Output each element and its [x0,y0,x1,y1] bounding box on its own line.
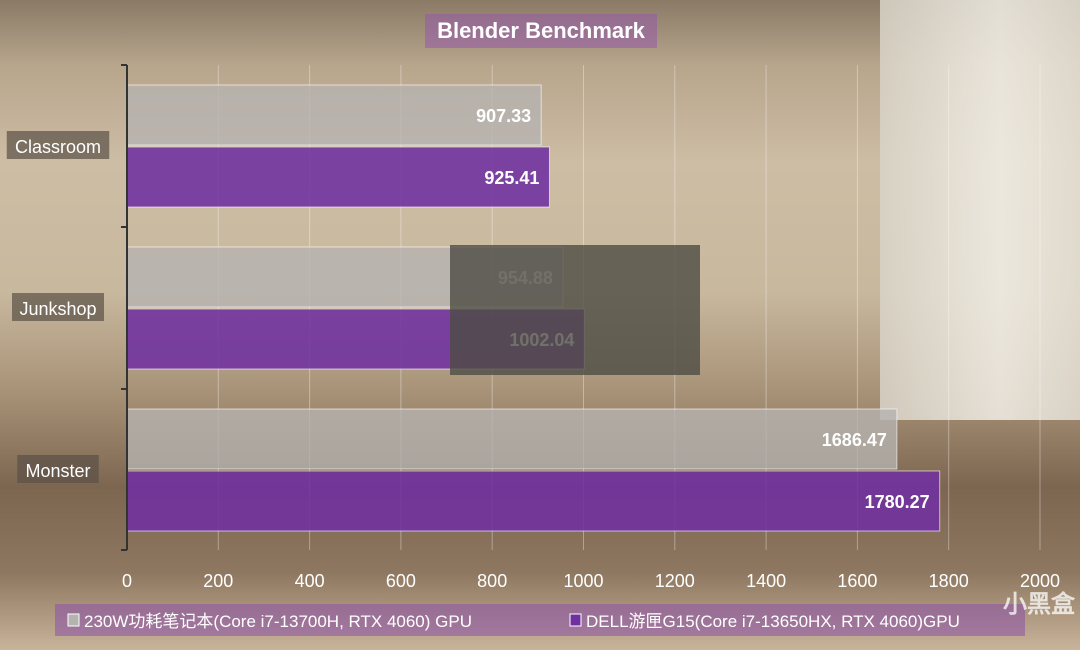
category-label: Monster [25,461,90,481]
bar-monster-series1 [126,408,898,470]
bar-junkshop-series1 [126,246,564,308]
x-tick-label: 1000 [563,571,603,591]
category-label-background [17,455,99,483]
legend-swatch-series1 [67,613,80,627]
title-background [425,14,657,48]
x-tick-label: 2000 [1020,571,1060,591]
data-label: 907.33 [476,106,531,126]
category-label: Classroom [15,137,101,157]
data-label: 1002.04 [509,330,574,350]
data-label: 1780.27 [865,492,930,512]
x-tick-label: 1400 [746,571,786,591]
x-tick-label: 0 [122,571,132,591]
legend-label-series1: 230W功耗笔记本(Core i7-13700H, RTX 4060) GPU [84,612,472,631]
bar-junkshop-series2 [126,308,585,370]
x-tick-label: 800 [477,571,507,591]
category-label-background [12,293,104,321]
legend-swatch-series2 [569,613,582,627]
legend-background [55,604,1025,636]
x-tick-label: 1200 [655,571,695,591]
data-label: 1686.47 [822,430,887,450]
x-tick-label: 200 [203,571,233,591]
watermark-logo: 小黑盒 [1003,590,1076,618]
bar-classroom-series1 [126,84,542,146]
data-label: 954.88 [498,268,553,288]
legend-label-series2: DELL游匣G15(Core i7-13650HX, RTX 4060)GPU [586,612,960,631]
category-label: Junkshop [19,299,96,319]
category-label-background [6,131,110,159]
x-tick-label: 1600 [837,571,877,591]
bar-monster-series2 [126,470,941,532]
x-tick-label: 1800 [929,571,969,591]
x-tick-label: 400 [295,571,325,591]
x-tick-label: 600 [386,571,416,591]
chart-title: Blender Benchmark [437,18,646,43]
data-label: 925.41 [484,168,539,188]
bar-classroom-series2 [126,146,550,208]
